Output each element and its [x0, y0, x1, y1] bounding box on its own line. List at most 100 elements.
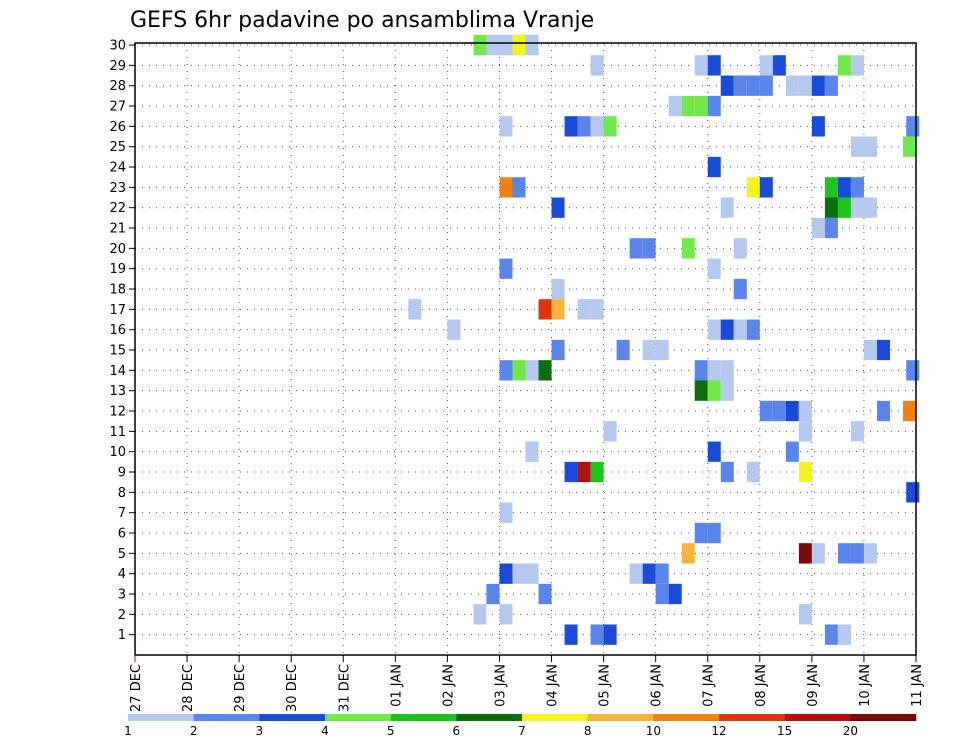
- heatmap-cell: [473, 604, 487, 625]
- heatmap-cell: [499, 258, 513, 279]
- y-tick-label: 22: [109, 201, 126, 216]
- y-tick-label: 30: [109, 39, 126, 54]
- heatmap-cell: [629, 238, 643, 259]
- heatmap-cell: [551, 299, 565, 320]
- heatmap-cell: [798, 543, 812, 564]
- y-tick-label: 13: [109, 384, 126, 399]
- heatmap-cell: [798, 400, 812, 422]
- colorbar-label: 5: [387, 724, 395, 738]
- heatmap-cell: [837, 624, 851, 645]
- colorbar-swatch: [522, 714, 588, 721]
- heatmap-cell: [590, 624, 604, 645]
- heatmap-cell: [668, 583, 682, 605]
- heatmap-cell: [906, 116, 920, 137]
- x-tick-label: 31 DEC: [337, 664, 352, 712]
- heatmap-cell: [824, 177, 838, 198]
- heatmap-cell: [603, 421, 617, 442]
- heatmap-cell: [642, 238, 656, 259]
- heatmap-cell: [798, 604, 812, 625]
- colorbar-label: 3: [256, 724, 264, 738]
- heatmap-cell: [577, 299, 591, 320]
- x-tick-label: 07 JAN: [702, 664, 717, 707]
- x-tick-label: 01 JAN: [389, 664, 404, 707]
- colorbar-swatch: [850, 714, 917, 721]
- heatmap-cell: [837, 177, 851, 198]
- y-tick-label: 26: [109, 120, 126, 135]
- heatmap-cell: [759, 177, 773, 198]
- heatmap-cell: [603, 624, 617, 645]
- x-tick-label: 04 JAN: [546, 664, 561, 707]
- heatmap-cell: [707, 258, 721, 279]
- x-axis-ticks: 27 DEC 28 DEC 29 DEC 30 DEC 31 DEC 01 JAN 02 J…: [129, 655, 925, 712]
- heatmap-cell: [447, 319, 461, 340]
- x-tick-label: 30 DEC: [285, 664, 300, 712]
- heatmap-cell: [863, 339, 877, 361]
- heatmap-cell: [694, 55, 708, 76]
- y-axis-ticks: 1234567891011121314151617181920212223242…: [109, 39, 135, 643]
- y-tick-label: 18: [109, 283, 126, 298]
- colorbar-swatch: [259, 714, 326, 721]
- y-tick-label: 5: [118, 547, 126, 562]
- heatmap-cell: [512, 34, 526, 56]
- heatmap-cell: [798, 421, 812, 442]
- heatmap-cell: [902, 400, 916, 422]
- colorbar-label: 10: [646, 724, 661, 738]
- heatmap-cell: [590, 55, 604, 76]
- heatmap-cell: [551, 197, 565, 218]
- y-tick-label: 9: [118, 466, 126, 481]
- x-tick-label: 05 JAN: [598, 664, 613, 707]
- heatmap-cell: [499, 360, 513, 381]
- y-tick-label: 23: [109, 181, 126, 196]
- colorbar-swatch: [325, 714, 391, 721]
- x-tick-label: 10 JAN: [858, 664, 873, 707]
- heatmap-cell: [811, 75, 825, 96]
- heatmap-cell: [499, 116, 513, 137]
- y-tick-label: 16: [109, 323, 126, 338]
- heatmap-cell: [759, 400, 773, 422]
- heatmap-cell: [772, 55, 786, 76]
- y-tick-label: 1: [118, 628, 126, 643]
- colorbar-label: 1: [124, 724, 132, 738]
- colorbar-swatch: [456, 714, 523, 721]
- heatmap-cell: [902, 136, 916, 157]
- heatmap-cell: [551, 339, 565, 361]
- heatmap-cell: [577, 461, 591, 483]
- y-tick-label: 17: [109, 303, 126, 318]
- colorbar-swatch: [653, 714, 720, 721]
- chart-title: GEFS 6hr padavine po ansamblima Vranje: [130, 8, 594, 33]
- colorbar-swatch: [719, 714, 785, 721]
- y-tick-label: 29: [109, 59, 126, 74]
- heatmap-cell: [499, 604, 513, 625]
- y-tick-label: 11: [109, 425, 126, 440]
- heatmap-cells: [408, 34, 920, 645]
- heatmap-cell: [629, 563, 643, 584]
- heatmap-cell: [746, 319, 760, 340]
- colorbar-swatch: [587, 714, 654, 721]
- heatmap-cell: [811, 543, 825, 564]
- x-tick-label: 28 DEC: [181, 664, 196, 712]
- heatmap-cell: [824, 217, 838, 239]
- heatmap-cell: [720, 380, 734, 401]
- heatmap-cell: [707, 522, 721, 544]
- heatmap-cell: [720, 75, 734, 96]
- heatmap-cell: [850, 55, 864, 76]
- heatmap-cell: [772, 400, 786, 422]
- colorbar: 1 2 3 4 5 6 7 8 10 12 15 20: [124, 714, 917, 738]
- heatmap-cell: [850, 543, 864, 564]
- heatmap-cell: [707, 156, 721, 178]
- y-tick-label: 10: [109, 445, 126, 460]
- heatmap-cell: [876, 339, 890, 361]
- heatmap-cell: [811, 217, 825, 239]
- heatmap-cell: [785, 75, 799, 96]
- heatmap-cell: [590, 116, 604, 137]
- heatmap-cell: [538, 583, 552, 605]
- heatmap-cell: [824, 197, 838, 218]
- y-tick-label: 14: [109, 364, 126, 379]
- colorbar-swatch: [390, 714, 457, 721]
- heatmap-cell: [863, 197, 877, 218]
- y-tick-label: 8: [118, 486, 126, 501]
- heatmap-cell: [906, 482, 920, 503]
- heatmap-cell: [512, 563, 526, 584]
- heatmap-cell: [577, 116, 591, 137]
- heatmap-cell: [512, 177, 526, 198]
